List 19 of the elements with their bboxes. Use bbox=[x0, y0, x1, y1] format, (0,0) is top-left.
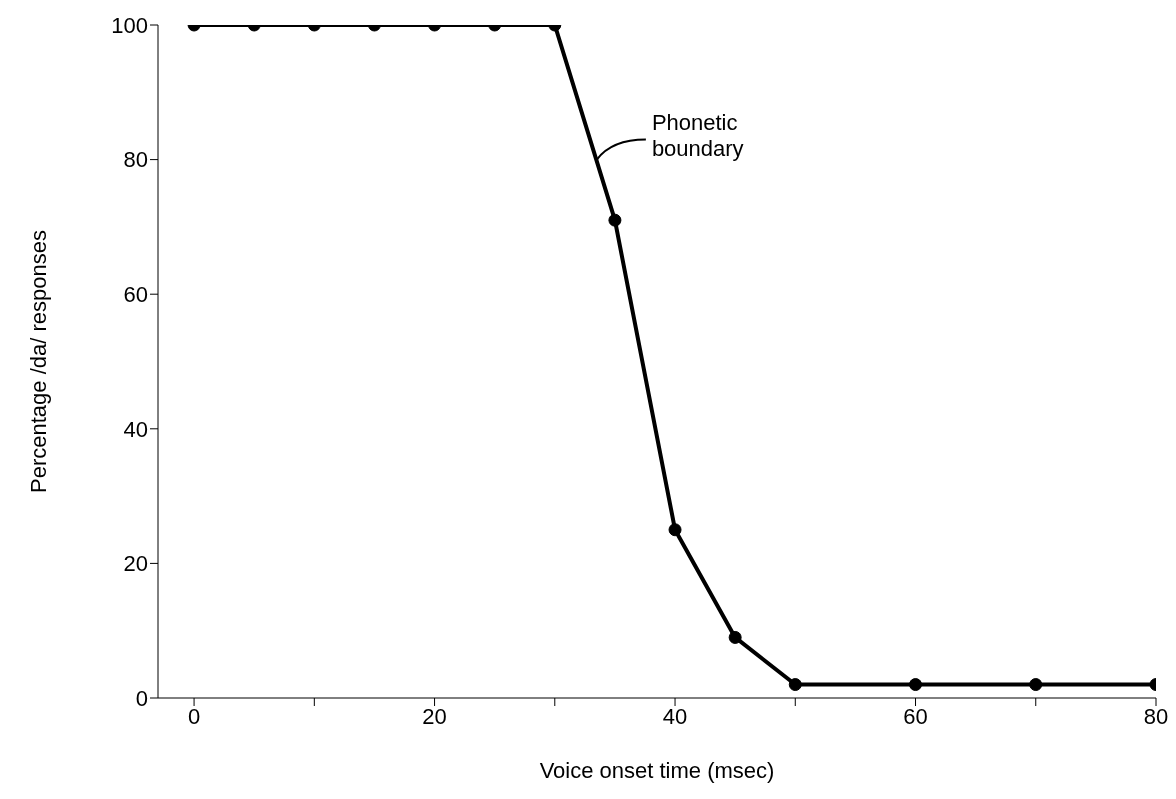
y-tick-label: 60 bbox=[123, 282, 148, 308]
y-tick-label: 40 bbox=[123, 416, 148, 442]
point bbox=[1029, 678, 1043, 692]
point bbox=[728, 630, 742, 644]
point bbox=[668, 523, 682, 537]
point bbox=[909, 678, 923, 692]
y-tick-label: 100 bbox=[111, 12, 148, 38]
annotation: Phonetic boundary bbox=[651, 109, 744, 161]
y-axis-title: Percentage /da/ responses bbox=[25, 230, 51, 493]
point bbox=[788, 678, 802, 692]
x-axis-title: Voice onset time (msec) bbox=[539, 758, 775, 783]
x-tick-label: 80 bbox=[1143, 703, 1169, 729]
x-tick-label: 60 bbox=[903, 703, 928, 729]
x-tick-label: 0 bbox=[187, 703, 201, 729]
x-tick-label: 40 bbox=[662, 703, 688, 729]
x-tick-label: 20 bbox=[422, 703, 447, 729]
y-tick-label: 0 bbox=[135, 685, 148, 711]
y-tick-label: 80 bbox=[123, 147, 148, 173]
y-tick-label: 20 bbox=[123, 551, 148, 577]
